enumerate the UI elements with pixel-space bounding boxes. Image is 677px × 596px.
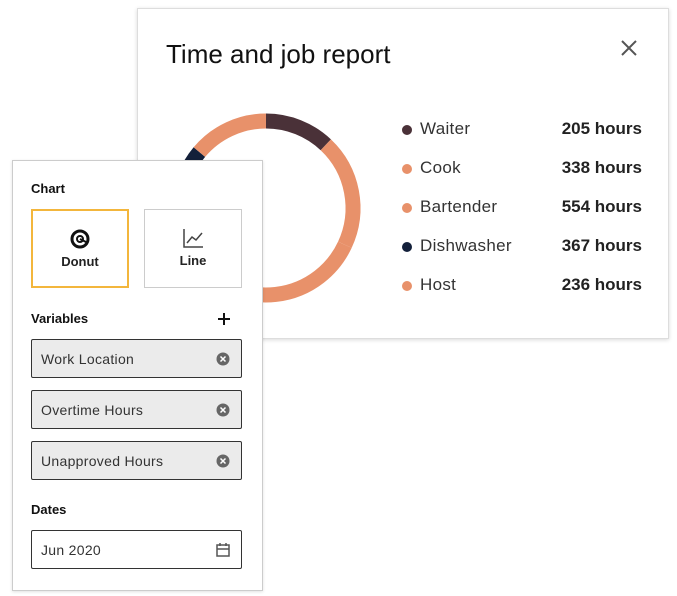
calendar-icon xyxy=(216,543,230,557)
remove-cross xyxy=(219,457,227,465)
donut-segment xyxy=(320,139,361,248)
donut-segment xyxy=(193,113,267,158)
legend-value: 338 hours xyxy=(561,158,642,177)
legend-row: Cook 338 hours xyxy=(400,158,642,197)
legend-name: Waiter xyxy=(420,119,471,138)
add-variable[interactable] xyxy=(217,312,231,326)
section-label: Dates xyxy=(31,502,67,517)
option-label: Donut xyxy=(61,254,99,269)
legend-row: Dishwasher 367 hours xyxy=(400,236,642,275)
legend-dot xyxy=(402,203,412,213)
chart-option[interactable]: Donut xyxy=(31,209,129,288)
report-title: Time and job report xyxy=(166,39,391,69)
remove-icon[interactable] xyxy=(216,454,230,468)
variable-name: Overtime Hours xyxy=(41,402,144,418)
remove-icon[interactable] xyxy=(216,403,230,417)
option-label: Line xyxy=(179,253,207,268)
close-button[interactable] xyxy=(620,39,638,57)
remove-icon[interactable] xyxy=(216,352,230,366)
settings-panel: Chart Donut Line Variables Work Location… xyxy=(12,160,263,591)
legend-dot xyxy=(402,242,412,252)
variable-chip[interactable]: Work Location xyxy=(31,339,242,378)
legend-dot xyxy=(402,125,412,135)
legend-name: Cook xyxy=(420,158,461,177)
section-label: Chart xyxy=(31,181,65,196)
remove-cross xyxy=(219,355,227,363)
date-input[interactable]: Jun 2020 xyxy=(31,530,242,569)
legend-row: Bartender 554 hours xyxy=(400,197,642,236)
legend-name: Dishwasher xyxy=(420,236,512,255)
legend-value: 367 hours xyxy=(561,236,642,255)
donut-icon xyxy=(70,229,90,249)
variable-chip[interactable]: Unapproved Hours xyxy=(31,441,242,480)
chart-option[interactable]: Line xyxy=(144,209,242,288)
variable-name: Work Location xyxy=(41,351,135,367)
legend-row: Host 236 hours xyxy=(400,275,642,314)
remove-cross xyxy=(219,406,227,414)
legend-name: Bartender xyxy=(420,197,498,216)
variable-name: Unapproved Hours xyxy=(41,453,164,469)
legend-value: 236 hours xyxy=(561,275,642,294)
line-icon xyxy=(183,229,203,248)
legend-value: 205 hours xyxy=(561,119,642,138)
legend-row: Waiter 205 hours xyxy=(400,119,642,158)
legend-value: 554 hours xyxy=(561,197,642,216)
variable-chip[interactable]: Overtime Hours xyxy=(31,390,242,429)
legend: Waiter 205 hours Cook 338 hours Bartender 554… xyxy=(400,119,642,314)
legend-name: Host xyxy=(420,275,457,294)
section-label: Variables xyxy=(31,311,89,326)
legend-dot xyxy=(402,281,412,291)
donut-segment xyxy=(265,113,331,151)
date-value: Jun 2020 xyxy=(41,542,102,558)
legend-dot xyxy=(402,164,412,174)
